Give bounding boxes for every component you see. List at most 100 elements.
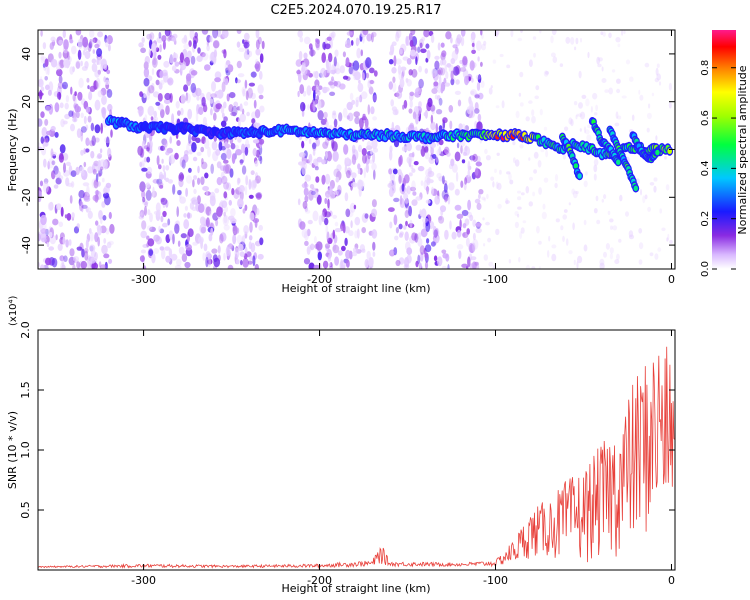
noise-speck — [451, 50, 458, 62]
noise-speck — [220, 152, 227, 161]
noise-speck — [434, 227, 440, 238]
noise-speck — [317, 251, 322, 261]
noise-speck — [307, 219, 313, 225]
noise-speck — [514, 221, 520, 229]
noise-speck — [39, 264, 45, 269]
noise-speck — [200, 146, 205, 153]
noise-speck — [575, 37, 579, 45]
noise-speck — [534, 95, 539, 100]
noise-speck — [322, 141, 329, 149]
noise-speck — [611, 69, 616, 73]
noise-speck — [170, 253, 178, 261]
noise-speck — [255, 172, 258, 179]
noise-speck — [411, 199, 418, 207]
noise-speck — [508, 173, 512, 181]
noise-speck — [181, 159, 186, 169]
noise-speck — [619, 194, 623, 202]
noise-speck — [259, 53, 264, 63]
noise-speck — [58, 221, 64, 228]
noise-speck — [141, 37, 145, 43]
noise-speck — [254, 263, 259, 269]
noise-speck — [609, 218, 614, 223]
noise-speck — [631, 114, 635, 121]
noise-speck — [195, 87, 202, 97]
noise-speck — [52, 218, 59, 226]
noise-speck — [475, 161, 482, 167]
noise-speck — [65, 239, 69, 248]
noise-speck — [371, 162, 377, 171]
noise-speck — [420, 48, 427, 54]
noise-speck — [518, 256, 521, 263]
noise-speck — [457, 99, 462, 107]
noise-speck — [462, 231, 469, 239]
noise-speck — [220, 146, 226, 151]
noise-speck — [88, 91, 93, 101]
noise-speck — [104, 79, 110, 85]
noise-speck — [644, 194, 648, 200]
noise-speck — [454, 46, 459, 55]
noise-speck — [587, 51, 590, 59]
noise-speck — [444, 229, 449, 240]
noise-speck — [455, 37, 461, 47]
noise-speck — [579, 128, 582, 132]
noise-speck — [471, 77, 474, 83]
noise-speck — [474, 93, 480, 98]
noise-speck — [542, 203, 546, 210]
noise-speck — [532, 36, 537, 40]
noise-speck — [335, 176, 340, 183]
noise-speck — [470, 256, 477, 261]
noise-speck — [399, 78, 405, 89]
noise-speck — [388, 81, 393, 90]
noise-speck — [158, 31, 162, 39]
noise-speck — [532, 191, 535, 197]
noise-speck — [38, 261, 41, 268]
noise-speck — [147, 105, 155, 116]
noise-speck — [225, 246, 231, 257]
noise-speck — [619, 166, 624, 170]
noise-speck — [210, 163, 214, 174]
noise-speck — [461, 209, 469, 217]
noise-speck — [65, 177, 70, 187]
noise-speck — [344, 192, 349, 202]
noise-speck — [583, 126, 587, 134]
noise-speck — [411, 168, 416, 173]
noise-speck — [348, 230, 354, 237]
noise-speck — [251, 118, 256, 124]
noise-speck — [55, 177, 62, 185]
noise-speck — [59, 144, 66, 154]
noise-speck — [140, 230, 147, 239]
noise-speck — [351, 99, 356, 105]
y-tick-label: 40 — [20, 47, 33, 61]
noise-speck — [440, 67, 446, 76]
noise-speck — [193, 188, 197, 195]
noise-speck — [165, 105, 170, 115]
noise-speck — [214, 77, 222, 83]
noise-speck — [614, 259, 620, 265]
noise-speck — [458, 123, 463, 130]
noise-speck — [299, 221, 306, 230]
noise-speck — [87, 210, 93, 219]
noise-speck — [314, 79, 320, 88]
noise-speck — [409, 219, 413, 229]
noise-speck — [177, 110, 181, 116]
noise-speck — [464, 218, 470, 226]
noise-speck — [87, 166, 94, 174]
noise-speck — [405, 35, 409, 47]
noise-speck — [391, 67, 397, 74]
noise-speck — [555, 218, 560, 223]
noise-speck — [334, 228, 342, 233]
noise-speck — [138, 42, 144, 48]
noise-speck — [261, 40, 265, 50]
y-tick-label: -20 — [20, 188, 33, 206]
noise-speck — [515, 110, 520, 119]
noise-speck — [94, 99, 101, 111]
noise-speck — [80, 260, 88, 269]
noise-speck — [165, 255, 171, 263]
noise-speck — [38, 142, 41, 147]
noise-speck — [313, 236, 317, 244]
noise-speck — [220, 105, 225, 114]
noise-speck — [436, 172, 442, 179]
noise-speck — [409, 40, 414, 47]
noise-speck — [472, 242, 476, 252]
